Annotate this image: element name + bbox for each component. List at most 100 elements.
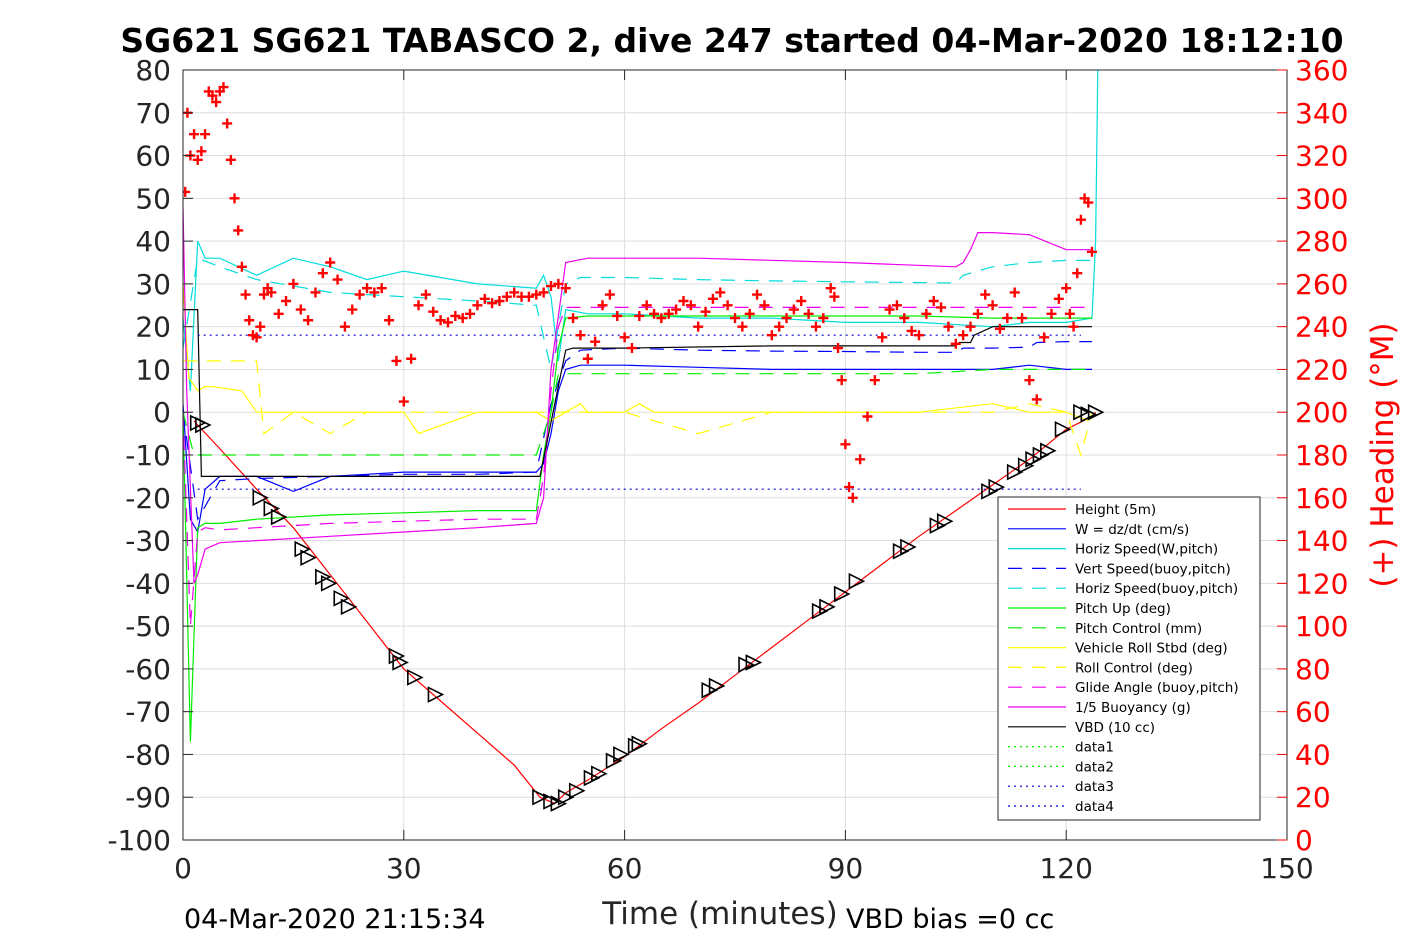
heading-marker: [406, 353, 417, 364]
triangle-marker: [1054, 421, 1072, 438]
heading-marker: [233, 225, 244, 236]
heading-marker: [626, 343, 637, 354]
legend-label: data2: [1075, 759, 1114, 775]
heading-marker: [928, 296, 939, 306]
triangle-marker: [631, 735, 649, 753]
legend-label: Glide Angle (buoy,pitch): [1075, 680, 1239, 696]
heading-marker: [612, 310, 623, 321]
x-axis-label: Time (minutes): [601, 896, 837, 932]
heading-marker: [575, 330, 586, 341]
heading-marker: [501, 291, 512, 302]
heading-marker: [1009, 287, 1020, 298]
triangle-marker: [819, 598, 836, 616]
heading-marker: [398, 396, 409, 407]
heading-marker: [899, 313, 910, 324]
heading-marker: [211, 97, 222, 108]
heading-marker: [183, 186, 191, 197]
legend-label: data3: [1075, 779, 1114, 795]
x-tick-label: 150: [1260, 852, 1313, 885]
heading-marker: [877, 332, 888, 343]
heading-marker: [560, 283, 571, 294]
heading-marker: [656, 313, 667, 324]
y-right-tick-label: 280: [1295, 225, 1348, 258]
y-right-tick-label: 80: [1295, 653, 1331, 686]
heading-marker: [906, 325, 917, 336]
legend-label: Vehicle Roll Stbd (deg): [1075, 641, 1228, 657]
heading-marker: [590, 336, 601, 347]
triangle-marker: [388, 647, 406, 665]
y-tick-label: -10: [125, 439, 171, 472]
x-tick-label: 90: [828, 852, 864, 885]
y-right-tick-label: 260: [1295, 268, 1348, 301]
triangle-marker: [532, 788, 549, 806]
heading-marker: [1024, 375, 1035, 386]
chart-title: SG621 SG621 TABASCO 2, dive 247 started …: [120, 21, 1343, 60]
triangle-marker: [294, 540, 312, 558]
y-right-tick-label: 220: [1295, 353, 1348, 386]
legend-label: data4: [1075, 799, 1114, 815]
heading-marker: [538, 287, 549, 298]
triangle-marker: [745, 654, 763, 671]
heading-marker: [766, 330, 777, 341]
y-right-tick-label: 180: [1295, 439, 1348, 472]
heading-marker: [244, 315, 255, 326]
triangle-marker: [427, 686, 445, 703]
heading-marker: [715, 287, 726, 298]
heading-marker: [1064, 308, 1075, 319]
heading-marker: [317, 268, 328, 279]
heading-marker: [295, 304, 306, 315]
heading-marker: [619, 332, 630, 343]
y-tick-label: -90: [125, 781, 171, 814]
heading-marker: [1061, 283, 1072, 294]
heading-marker: [207, 90, 218, 101]
heading-marker: [921, 308, 932, 319]
heading-marker: [442, 317, 453, 328]
legend-label: Pitch Up (deg): [1075, 601, 1171, 617]
heading-marker: [310, 287, 321, 298]
heading-marker: [847, 492, 858, 503]
series-line: [183, 315, 1092, 742]
triangle-marker: [1087, 403, 1105, 421]
heading-marker: [744, 308, 755, 319]
series-line: [183, 206, 1092, 584]
heading-marker: [796, 296, 807, 306]
heading-marker: [994, 323, 1005, 334]
heading-marker: [225, 154, 236, 165]
heading-marker: [376, 283, 387, 294]
heading-marker: [752, 289, 763, 300]
triangle-marker: [340, 598, 358, 616]
heading-marker: [825, 283, 836, 294]
x-tick-label: 0: [174, 852, 192, 885]
heading-marker: [450, 310, 461, 321]
y-tick-label: -50: [125, 610, 171, 643]
y-right-tick-label: 100: [1295, 610, 1348, 643]
x-tick-label: 120: [1039, 852, 1092, 885]
heading-marker: [810, 321, 821, 332]
triangle-marker: [900, 538, 917, 556]
series-line: [183, 306, 1092, 627]
y-tick-label: 50: [135, 182, 171, 215]
triangle-marker: [848, 572, 866, 590]
heading-marker: [958, 330, 969, 341]
y-tick-label: 80: [135, 54, 171, 87]
heading-marker: [722, 300, 733, 311]
heading-marker: [1053, 293, 1064, 304]
heading-marker: [862, 411, 873, 422]
heading-marker: [781, 313, 792, 324]
heading-marker: [200, 129, 211, 140]
legend-label: Roll Control (deg): [1075, 660, 1193, 676]
triangle-marker: [1006, 463, 1024, 481]
y-tick-label: 30: [135, 268, 171, 301]
legend-label: W = dz/dt (cm/s): [1075, 522, 1189, 538]
y-tick-label: 70: [135, 97, 171, 130]
triangle-marker: [195, 416, 212, 434]
legend-label: Height (5m): [1075, 502, 1156, 518]
footer-timestamp: 04-Mar-2020 21:15:34: [184, 904, 486, 935]
x-tick-label: 30: [386, 852, 422, 885]
heading-marker: [641, 300, 652, 311]
heading-marker: [465, 308, 476, 319]
triangle-marker: [988, 478, 1006, 496]
y-tick-label: 0: [153, 396, 171, 429]
y-right-tick-label: 60: [1295, 696, 1331, 729]
